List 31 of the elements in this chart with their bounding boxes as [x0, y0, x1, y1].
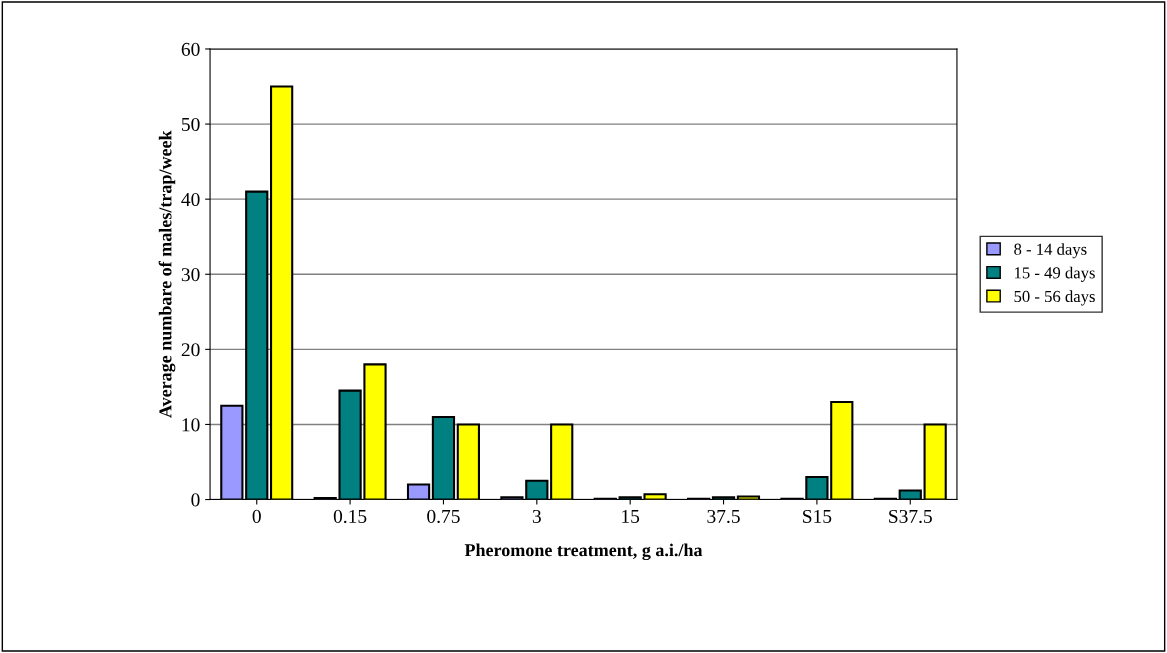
y-axis-title: Average numbare of males/trap/week [158, 130, 176, 418]
x-tick-label: 37.5 [707, 509, 740, 524]
y-tick-label: 10 [182, 418, 200, 432]
x-tick-label: 3 [532, 509, 541, 523]
bar [923, 423, 947, 500]
y-tick-label: 0 [191, 493, 200, 507]
x-tick-label: 0.15 [333, 509, 367, 524]
x-axis-title: Pheromone treatment, g a.i./ha [464, 543, 703, 561]
x-tick-label: 0 [252, 509, 261, 523]
x-tick-label: S37.5 [889, 509, 932, 524]
y-tick-label: 60 [181, 42, 200, 56]
y-tick-label: 40 [181, 192, 200, 207]
x-tick-label: 0.75 [427, 509, 460, 524]
bar [736, 495, 761, 500]
legend-label: 50 - 56 days [1014, 290, 1095, 306]
bar [406, 483, 431, 500]
bar [456, 423, 480, 500]
x-tick-label: 15 [622, 509, 640, 523]
x-tick-label: S15 [803, 509, 832, 523]
bar [270, 85, 294, 500]
y-tick-label: 20 [181, 343, 200, 357]
y-tick-label: 50 [182, 117, 200, 132]
bar [245, 190, 269, 500]
legend-label: 8 - 14 days [1014, 243, 1087, 259]
bar [711, 496, 736, 500]
legend-label: 15 - 49 days [1015, 266, 1095, 282]
bar [220, 404, 244, 500]
bar [898, 489, 922, 500]
y-tick-label: 30 [181, 268, 200, 282]
bar [431, 415, 456, 500]
bar [550, 423, 574, 500]
